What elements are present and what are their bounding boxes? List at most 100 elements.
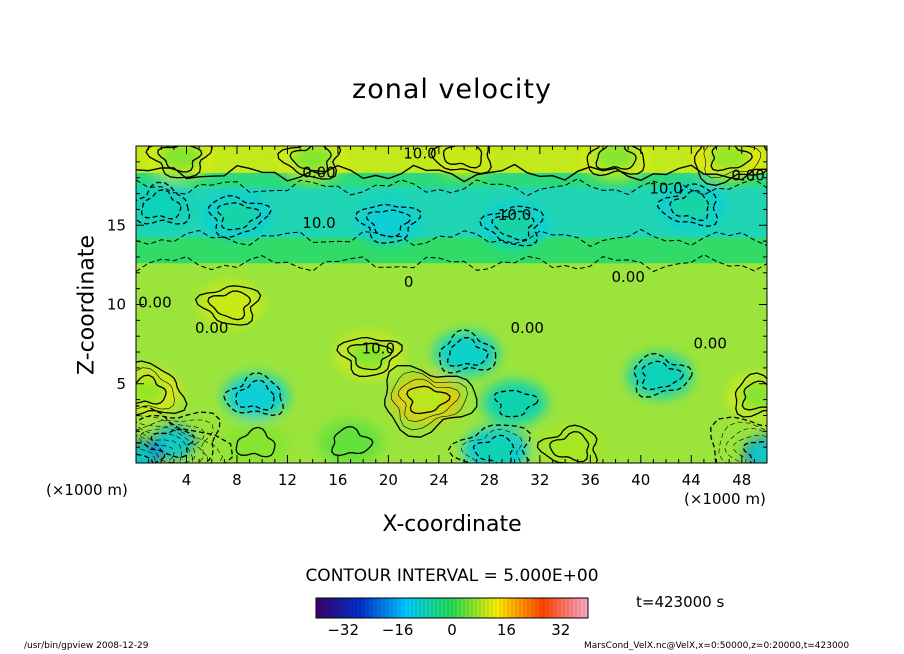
colorbar	[315, 597, 589, 619]
contour-line	[447, 337, 489, 367]
velocity-core	[212, 199, 261, 233]
contour-line	[235, 379, 275, 411]
contour-line	[390, 371, 468, 431]
contour-label: 0.00	[138, 293, 171, 311]
velocity-core	[434, 331, 499, 376]
x-axis-label: X-coordinate	[382, 512, 522, 537]
x-tick-label: 32	[530, 471, 549, 489]
contour-line	[710, 416, 767, 463]
contour-line	[145, 146, 213, 179]
contour-line	[656, 183, 719, 227]
x-tick-label: 16	[328, 471, 347, 489]
contour-line	[491, 210, 535, 242]
contour-line	[138, 424, 206, 463]
contour-line	[536, 424, 598, 463]
contour-line	[277, 146, 342, 180]
contour-line	[438, 328, 497, 374]
contour-line	[136, 360, 188, 416]
contour-line	[384, 364, 478, 438]
y-tick-label: 5	[116, 375, 126, 393]
contour-line	[461, 428, 523, 463]
contour-line	[136, 254, 767, 273]
contour-line	[710, 146, 754, 172]
velocity-core	[751, 442, 767, 463]
contour-line	[331, 426, 374, 457]
x-tick-label: 20	[379, 471, 398, 489]
contour-line	[693, 146, 767, 187]
contour-line	[336, 336, 403, 378]
x-tick-label: 48	[732, 471, 751, 489]
velocity-core	[136, 375, 171, 409]
time-label: t=423000 s	[636, 593, 725, 611]
contour-line	[406, 385, 451, 415]
contour-line	[586, 146, 645, 177]
contour-label: 10.0	[498, 206, 531, 224]
contour-line	[430, 146, 492, 175]
x-unit-label-right: (×1000 m)	[684, 490, 766, 508]
velocity-core	[432, 146, 497, 176]
contour-line	[633, 352, 693, 398]
colorbar-tick-label: −16	[381, 621, 414, 639]
x-tick-label: 28	[480, 471, 499, 489]
y-axis: 5 10 15	[107, 145, 767, 464]
chart-title: zonal velocity	[352, 74, 552, 105]
velocity-core	[402, 383, 451, 417]
x-tick-label: 24	[429, 471, 448, 489]
footer-program-date: /usr/bin/gpview 2008-12-29	[24, 641, 149, 651]
velocity-core	[736, 379, 767, 413]
contour-line	[289, 146, 332, 175]
velocity-core	[482, 380, 547, 425]
contour-line	[493, 389, 540, 418]
footer-variable-info: MarsCond_VelX.nc@VelX,x=0:50000,z=0:2000…	[584, 641, 850, 651]
velocity-core	[160, 431, 188, 454]
contour-line	[734, 372, 767, 418]
contour-line	[150, 428, 196, 459]
contour-label: 10.0	[403, 144, 436, 162]
contour-interval-text: CONTOUR INTERVAL = 5.000E+00	[305, 566, 599, 586]
velocity-band	[136, 237, 767, 264]
colorbar-stripes	[319, 598, 585, 618]
contour-label: 0.00	[731, 167, 764, 185]
contour-line	[136, 178, 767, 197]
velocity-core	[318, 420, 383, 463]
contour-line	[136, 422, 208, 463]
x-tick-label: 44	[682, 471, 701, 489]
velocity-core	[198, 282, 263, 327]
contour-line	[346, 342, 393, 371]
velocity-core	[471, 433, 520, 463]
contour-line	[136, 163, 767, 183]
contour-line	[136, 374, 167, 405]
contour-lines	[136, 146, 767, 463]
velocity-core	[667, 189, 716, 223]
y-tick-label: 10	[107, 296, 126, 314]
contour-line	[398, 378, 461, 422]
x-axis: 4 8 12 16 20 24 28 32 36 40 44 48	[135, 146, 768, 489]
contour-line	[136, 181, 191, 225]
colorbar-tick-label: 0	[447, 621, 457, 639]
contour-label: 0.00	[195, 319, 228, 337]
contour-label: 0.00	[302, 163, 335, 181]
contour-line	[136, 419, 214, 463]
contour-line	[447, 424, 531, 463]
x-tick-label: 36	[581, 471, 600, 489]
contour-line	[442, 146, 483, 169]
contour-line	[549, 430, 590, 463]
contour-label: 0	[404, 273, 414, 291]
colorbar-tick-label: −32	[327, 621, 360, 639]
contour-line	[641, 360, 684, 391]
contour-label: 10.0	[302, 214, 335, 232]
contour-line	[223, 372, 285, 417]
contour-line	[478, 205, 545, 247]
contour-line	[157, 146, 203, 173]
velocity-core	[223, 421, 288, 463]
colorbar-tick-label: 16	[496, 621, 516, 639]
contour-line	[741, 380, 767, 411]
contour-label: 10.0	[649, 179, 682, 197]
contour-line	[235, 426, 276, 458]
velocity-core	[356, 200, 421, 245]
contour-label: 0.00	[511, 319, 544, 337]
x-unit-label-left: (×1000 m)	[46, 481, 128, 499]
velocity-core	[591, 146, 640, 174]
contour-labels: 10.0 0.00 0.00 10.0 10.0 10.0 0.00 0.00 0.00 0.00…	[138, 144, 765, 357]
